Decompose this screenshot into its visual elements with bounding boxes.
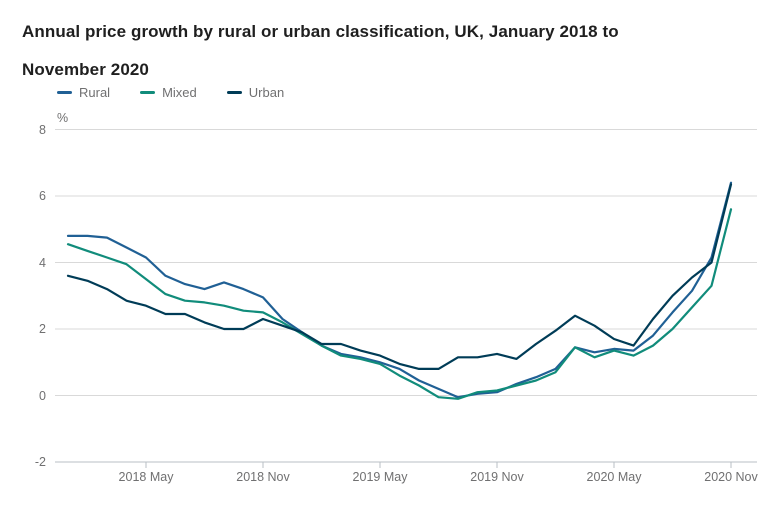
series-line-urban (66, 183, 733, 370)
x-axis-tick-label: 2018 May (118, 470, 174, 484)
series-line-rural (66, 181, 733, 399)
y-axis-tick-label: 4 (39, 255, 46, 270)
legend-label: Mixed (162, 85, 197, 100)
legend: Rural Mixed Urban (57, 85, 314, 100)
legend-item-urban: Urban (226, 85, 285, 100)
series-line-mixed (66, 208, 733, 400)
x-axis-tick-label: 2020 May (586, 470, 642, 484)
y-axis-tick-label: 6 (39, 189, 46, 203)
legend-swatch-rural (57, 91, 72, 94)
legend-swatch-mixed (140, 91, 156, 94)
legend-label: Urban (248, 85, 285, 100)
legend-label: Rural (79, 85, 111, 100)
y-axis-tick-label: 2 (39, 322, 46, 336)
y-axis-tick-label: 0 (39, 388, 46, 403)
x-axis-tick-label: 2020 Nov (704, 470, 758, 484)
legend-item-mixed: Mixed (140, 85, 197, 100)
legend-item-rural: Rural (57, 85, 110, 100)
y-axis-unit: % (57, 111, 69, 125)
legend-swatch-urban (226, 91, 242, 94)
x-axis-tick-label: 2018 Nov (236, 470, 290, 484)
y-axis-tick-label: -2 (34, 455, 46, 469)
chart-title: Annual price growth by rural or urban cl… (22, 22, 619, 80)
x-axis-tick-label: 2019 May (352, 470, 408, 484)
x-axis-tick-label: 2019 Nov (470, 470, 524, 484)
y-axis-tick-label: 8 (39, 122, 46, 137)
